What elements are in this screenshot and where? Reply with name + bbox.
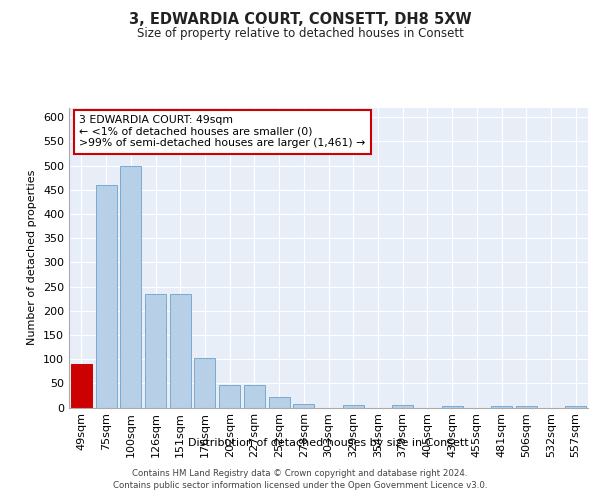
Bar: [194, 358, 215, 408]
Bar: [145, 294, 166, 408]
Text: 3, EDWARDIA COURT, CONSETT, DH8 5XW: 3, EDWARDIA COURT, CONSETT, DH8 5XW: [128, 12, 472, 28]
Bar: [565, 406, 586, 407]
Text: Contains public sector information licensed under the Open Government Licence v3: Contains public sector information licen…: [113, 482, 487, 490]
Bar: [244, 385, 265, 407]
Bar: [516, 406, 537, 407]
Text: Distribution of detached houses by size in Consett: Distribution of detached houses by size …: [188, 438, 469, 448]
Bar: [170, 294, 191, 408]
Bar: [269, 397, 290, 407]
Bar: [219, 385, 240, 407]
Bar: [343, 405, 364, 407]
Bar: [120, 166, 141, 408]
Text: 3 EDWARDIA COURT: 49sqm
← <1% of detached houses are smaller (0)
>99% of semi-de: 3 EDWARDIA COURT: 49sqm ← <1% of detache…: [79, 115, 365, 148]
Bar: [491, 406, 512, 407]
Bar: [442, 406, 463, 407]
Bar: [95, 185, 116, 408]
Text: Contains HM Land Registry data © Crown copyright and database right 2024.: Contains HM Land Registry data © Crown c…: [132, 470, 468, 478]
Bar: [392, 405, 413, 407]
Bar: [293, 404, 314, 407]
Text: Size of property relative to detached houses in Consett: Size of property relative to detached ho…: [137, 28, 463, 40]
Bar: [71, 364, 92, 408]
Y-axis label: Number of detached properties: Number of detached properties: [28, 170, 37, 345]
